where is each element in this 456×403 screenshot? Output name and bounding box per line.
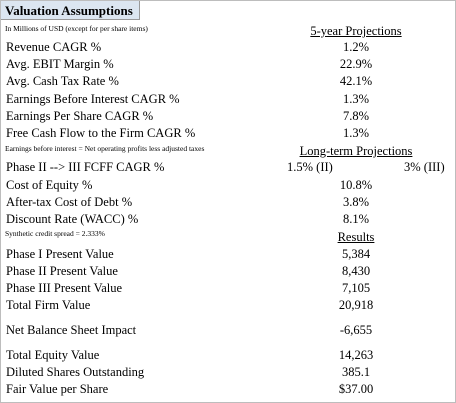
row-value: 1.3% [342,92,370,106]
row-label: Cost of Equity % [6,178,93,192]
row-value: 8.1% [342,212,370,226]
note: Earnings before interest = Net operating… [5,144,205,153]
section-heading: Long-term Projections [299,144,413,158]
note: Synthetic credit spread = 2.333% [5,229,105,238]
row-label: Phase III Present Value [6,281,123,295]
row-value: -6,655 [339,323,373,337]
row-label: Revenue CAGR % [6,40,102,54]
row-label: Total Firm Value [6,298,91,312]
row-value: 1.2% [342,40,370,54]
row-value: 22.9% [339,57,373,71]
row-value: 7.8% [342,109,370,123]
row-label: Phase II --> III FCFF CAGR % [6,160,165,174]
row-label: Free Cash Flow to the Firm CAGR % [6,126,196,140]
row-value: 3.8% [342,195,370,209]
row-label: Earnings Before Interest CAGR % [6,92,180,106]
row-value: 42.1% [339,74,373,88]
section-heading: 5-year Projections [310,24,402,38]
row-value: 8,430 [341,264,371,278]
title: Valuation Assumptions [5,3,133,18]
row-value: 385.1 [341,365,371,379]
row-label: Fair Value per Share [6,382,109,396]
row-value: $37.00 [338,382,374,396]
row-label: After-tax Cost of Debt % [6,195,133,209]
row-value: 5,384 [341,247,371,261]
row-label: Net Balance Sheet Impact [6,323,137,337]
row-value: 14,263 [338,348,374,362]
row-value: 20,918 [338,298,374,312]
title-cell [1,1,140,20]
subtitle: In Millions of USD (except for per share… [5,24,148,33]
row-label: Avg. Cash Tax Rate % [6,74,119,88]
row-value: 10.8% [339,178,373,192]
row-value: 3% (III) [404,160,445,174]
section-heading: Results [337,230,375,244]
row-label: Diluted Shares Outstanding [6,365,145,379]
row-label: Total Equity Value [6,348,100,362]
row-label: Discount Rate (WACC) % [6,212,139,226]
row-label: Phase I Present Value [6,247,114,261]
row-label: Earnings Per Share CAGR % [6,109,154,123]
row-label: Phase II Present Value [6,264,118,278]
row-value: 1.3% [342,126,370,140]
row-label: Avg. EBIT Margin % [6,57,114,71]
row-value: 1.5% (II) [287,160,333,174]
row-value: 7,105 [341,281,371,295]
